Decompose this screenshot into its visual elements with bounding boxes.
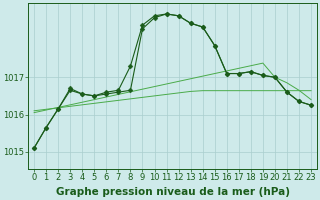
- X-axis label: Graphe pression niveau de la mer (hPa): Graphe pression niveau de la mer (hPa): [56, 187, 290, 197]
